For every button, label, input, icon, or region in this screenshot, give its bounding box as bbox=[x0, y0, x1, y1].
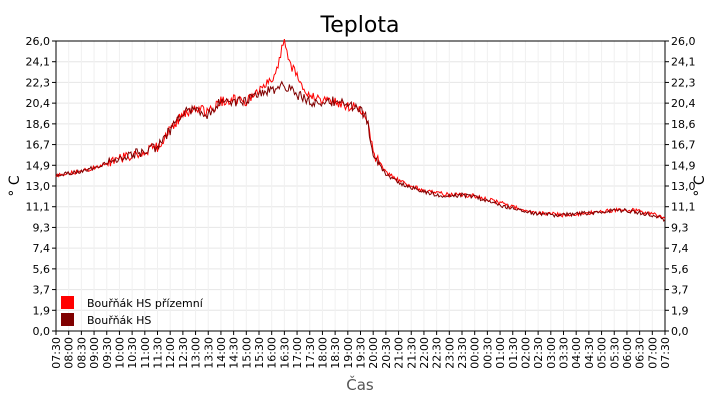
x-tick-label: 19:30 bbox=[355, 337, 368, 369]
x-tick-label: 00:00 bbox=[469, 337, 482, 369]
x-tick-label: 18:00 bbox=[316, 337, 329, 369]
y-tick-label-left: 16,7 bbox=[26, 139, 51, 152]
y-tick-label-right: 26,0 bbox=[671, 35, 696, 48]
x-tick-label: 20:30 bbox=[380, 337, 393, 369]
x-tick-label: 14:00 bbox=[215, 337, 228, 369]
x-tick-label: 02:30 bbox=[532, 337, 545, 369]
legend-label: Bouřňák HS bbox=[87, 314, 151, 327]
y-tick-label-right: 18,6 bbox=[671, 118, 696, 131]
x-tick-label: 07:00 bbox=[646, 337, 659, 369]
y-tick-label-left: 7,4 bbox=[33, 242, 51, 255]
chart-title: Teplota bbox=[320, 13, 400, 38]
legend: Bouřňák HS přízemní Bouřňák HS bbox=[61, 296, 204, 327]
x-tick-label: 04:30 bbox=[583, 337, 596, 369]
y-axis-label-left: ° C bbox=[7, 175, 23, 196]
y-tick-label-left: 3,7 bbox=[33, 284, 51, 297]
x-tick-label: 01:30 bbox=[507, 337, 520, 369]
x-axis: 07:30 08:00 08:30 09:00 09:30 10:00 10:30 11:00… bbox=[50, 331, 672, 369]
x-tick-label: 16:00 bbox=[266, 337, 279, 369]
x-tick-label: 11:30 bbox=[152, 337, 165, 369]
y-tick-label-left: 18,6 bbox=[26, 118, 51, 131]
x-tick-label: 21:30 bbox=[405, 337, 418, 369]
x-tick-label: 12:30 bbox=[177, 337, 190, 369]
x-tick-label: 17:00 bbox=[291, 337, 304, 369]
x-tick-label: 13:30 bbox=[202, 337, 215, 369]
y-tick-label-right: 22,3 bbox=[671, 76, 696, 89]
y-tick-label-right: 7,4 bbox=[671, 242, 689, 255]
x-tick-label: 09:30 bbox=[101, 337, 114, 369]
x-tick-label: 08:00 bbox=[63, 337, 76, 369]
legend-swatch bbox=[61, 296, 74, 309]
y-tick-label-right: 16,7 bbox=[671, 139, 696, 152]
x-tick-label: 04:00 bbox=[570, 337, 583, 369]
y-tick-label-right: 24,1 bbox=[671, 56, 696, 69]
x-tick-label: 10:00 bbox=[113, 337, 126, 369]
y-tick-label-left: 11,1 bbox=[26, 201, 51, 214]
y-tick-label-right: 11,1 bbox=[671, 201, 696, 214]
x-tick-label: 08:30 bbox=[75, 337, 88, 369]
x-tick-label: 23:00 bbox=[443, 337, 456, 369]
x-tick-label: 03:30 bbox=[558, 337, 571, 369]
y-tick-label-right: 0,0 bbox=[671, 325, 689, 338]
x-tick-label: 17:30 bbox=[304, 337, 317, 369]
x-tick-label: 06:00 bbox=[621, 337, 634, 369]
y-tick-label-right: 9,3 bbox=[671, 221, 689, 234]
y-tick-label-right: 20,4 bbox=[671, 97, 696, 110]
y-tick-label-left: 13,0 bbox=[26, 180, 51, 193]
x-tick-label: 13:00 bbox=[190, 337, 203, 369]
x-tick-label: 18:30 bbox=[329, 337, 342, 369]
x-tick-label: 19:00 bbox=[342, 337, 355, 369]
x-tick-label: 21:00 bbox=[393, 337, 406, 369]
x-tick-label: 07:30 bbox=[50, 337, 63, 369]
x-tick-label: 12:00 bbox=[164, 337, 177, 369]
y-tick-label-right: 5,6 bbox=[671, 263, 689, 276]
y-tick-label-right: 3,7 bbox=[671, 284, 689, 297]
y-tick-label-left: 0,0 bbox=[33, 325, 51, 338]
series-line-bournak-hs bbox=[55, 80, 666, 222]
x-tick-label: 15:00 bbox=[240, 337, 253, 369]
y-tick-label-right: 13,0 bbox=[671, 180, 696, 193]
grid-lines bbox=[56, 41, 665, 331]
y-axis-left: 0,0 1,9 3,7 5,6 7,4 9,3 11,1 13,0 14,9 16,7 18,6 20… bbox=[26, 35, 56, 338]
x-tick-label: 05:30 bbox=[608, 337, 621, 369]
x-tick-label: 01:00 bbox=[494, 337, 507, 369]
x-tick-label: 10:30 bbox=[126, 337, 139, 369]
legend-label: Bouřňák HS přízemní bbox=[87, 297, 204, 310]
x-tick-label: 22:30 bbox=[431, 337, 444, 369]
y-tick-label-left: 5,6 bbox=[33, 263, 51, 276]
series-layer bbox=[55, 38, 666, 222]
x-tick-label: 22:00 bbox=[418, 337, 431, 369]
x-tick-label: 23:30 bbox=[456, 337, 469, 369]
y-tick-label-left: 1,9 bbox=[33, 304, 51, 317]
y-tick-label-right: 14,9 bbox=[671, 159, 696, 172]
x-tick-label: 06:30 bbox=[634, 337, 647, 369]
x-tick-label: 09:00 bbox=[88, 337, 101, 369]
x-tick-label: 07:30 bbox=[659, 337, 672, 369]
y-tick-label-right: 1,9 bbox=[671, 304, 689, 317]
x-tick-label: 03:00 bbox=[545, 337, 558, 369]
y-tick-label-left: 14,9 bbox=[26, 159, 51, 172]
y-tick-label-left: 20,4 bbox=[26, 97, 51, 110]
y-tick-label-left: 22,3 bbox=[26, 76, 51, 89]
x-tick-label: 11:00 bbox=[139, 337, 152, 369]
x-tick-label: 00:30 bbox=[481, 337, 494, 369]
x-tick-label: 02:00 bbox=[519, 337, 532, 369]
x-tick-label: 05:00 bbox=[596, 337, 609, 369]
legend-swatch bbox=[61, 313, 74, 326]
x-tick-label: 15:30 bbox=[253, 337, 266, 369]
x-tick-label: 14:30 bbox=[228, 337, 241, 369]
y-tick-label-left: 24,1 bbox=[26, 56, 51, 69]
y-tick-label-left: 26,0 bbox=[26, 35, 51, 48]
x-axis-label: Čas bbox=[346, 375, 374, 394]
x-tick-label: 16:30 bbox=[278, 337, 291, 369]
x-tick-label: 20:00 bbox=[367, 337, 380, 369]
y-tick-label-left: 9,3 bbox=[33, 221, 51, 234]
y-axis-label-right: ° C bbox=[692, 175, 708, 196]
y-axis-right: 0,0 1,9 3,7 5,6 7,4 9,3 11,1 13,0 14,9 16,7 18,6 20… bbox=[665, 35, 696, 338]
